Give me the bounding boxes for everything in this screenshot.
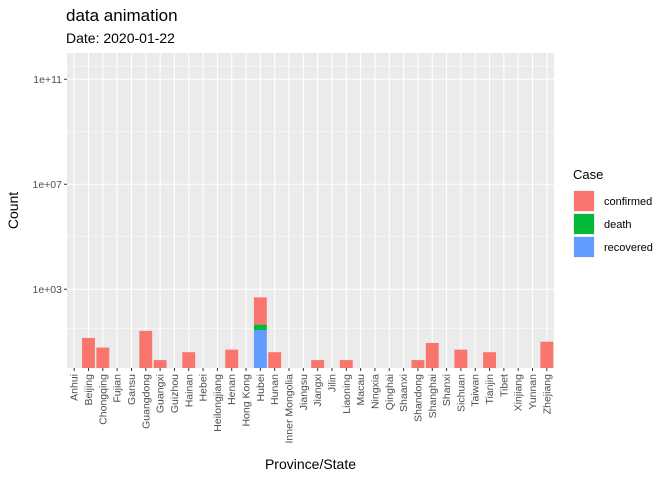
x-tick-label: Henan [226,374,238,405]
x-tick-label: Shanghai [427,374,439,418]
x-tick-label: Hong Kong [241,374,253,427]
y-tick-label: 1e+07 [33,179,63,191]
x-tick-label: Beijing [83,374,95,406]
x-tick-label: Guangxi [155,374,167,413]
bar-confirmed [483,352,496,368]
x-tick-label: Anhui [69,374,81,401]
bar-confirmed [540,341,554,368]
bar-confirmed [82,337,95,368]
bar-confirmed [253,297,267,325]
bar-confirmed [139,330,153,368]
bar-confirmed [182,352,196,368]
chart-title: data animation [66,6,178,25]
chart-subtitle: Date: 2020-01-22 [66,30,175,46]
y-axis: 1e+03 1e+07 1e+11 [33,74,67,296]
grid-lines [67,53,554,368]
bar-confirmed [454,349,468,368]
x-tick-label: Qinghai [384,374,396,410]
x-tick-label: Zhejiang [541,374,553,414]
y-tick-label: 1e+03 [33,284,63,296]
y-tick-label: 1e+11 [33,74,62,86]
x-tick-label: Heilongjiang [212,374,224,432]
x-tick-label: Liaoning [341,374,353,414]
x-tick-label: Gansu [126,374,138,405]
x-tick-label: Fujian [112,374,124,403]
x-tick-label: Xinjiang [513,374,525,412]
x-tick-label: Sichuan [455,374,467,412]
bar-confirmed [268,352,282,368]
x-tick-label: Shaanxi [398,374,410,412]
x-tick-label: Hainan [183,374,195,407]
legend-swatch-recovered [574,237,594,257]
x-tick-label: Taiwan [470,374,482,407]
x-tick-label: Hebei [198,374,210,401]
x-tick-label: Hunan [269,374,281,405]
bar-confirmed [153,360,167,368]
legend-title: Case [573,167,603,182]
bar-confirmed [425,342,439,368]
x-axis: Anhui Beijing Chongqing Fujian Gansu Guangdon… [69,368,553,444]
x-tick-label: Shanxi [441,374,453,406]
x-tick-label: Tibet [498,374,510,397]
legend-label-confirmed: confirmed [604,196,652,208]
legend-label-death: death [604,219,632,231]
y-axis-title: Count [5,192,21,229]
x-tick-label: Ningxia [369,374,381,409]
x-tick-label: Jiangsu [298,374,310,410]
bar-recovered [253,330,267,368]
bar-confirmed [339,360,353,368]
bar-confirmed [311,360,325,368]
x-tick-label: Tianjin [484,374,496,405]
x-tick-label: Inner Mongolia [284,374,296,444]
legend: Case confirmed death recovered [573,167,653,258]
plot-panel [67,53,554,368]
x-tick-label: Macau [355,374,367,406]
x-tick-label: Jilin [326,374,338,392]
x-tick-label: Yunnan [527,374,539,410]
bar-confirmed [96,347,110,368]
legend-swatch-confirmed [574,191,594,211]
x-tick-label: Chongqing [97,374,109,425]
x-tick-label: Guangdong [140,374,152,429]
x-axis-title: Province/State [265,456,356,472]
bars [82,297,554,368]
bar-death [253,324,267,331]
x-tick-label: Hubei [255,374,267,401]
bar-confirmed [411,360,425,368]
legend-swatch-death [574,214,594,234]
x-tick-label: Jiangxi [312,374,324,407]
x-tick-label: Shandong [412,374,424,422]
bar-confirmed [225,349,239,368]
x-tick-label: Guizhou [169,374,181,413]
legend-label-recovered: recovered [604,242,653,254]
